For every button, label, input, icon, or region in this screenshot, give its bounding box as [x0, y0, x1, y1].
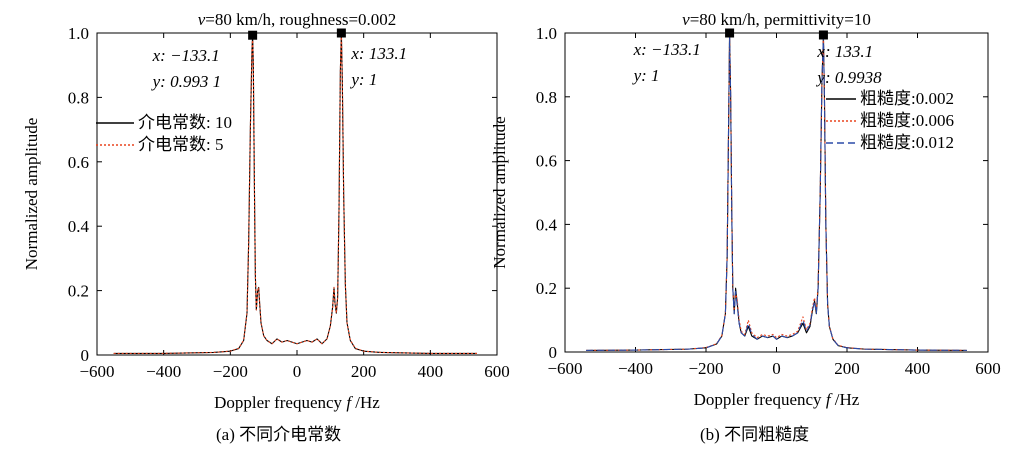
legend-label: 介电常数: 5 — [138, 135, 223, 154]
x-tick-label: 0 — [293, 362, 302, 381]
datatip-y-label: y: 0.9938 — [815, 68, 882, 87]
legend: 粗糙度:0.002 粗糙度:0.006 粗糙度:0.012 — [826, 89, 954, 152]
y-tick-label: 0.8 — [68, 88, 89, 107]
datatip-y-label: y: 1 — [349, 70, 377, 89]
y-axis-ticks: 0 0.2 0.4 0.6 0.8 1.0 — [536, 24, 988, 362]
x-tick-label: 400 — [418, 362, 444, 381]
y-tick-label: 0.6 — [536, 152, 557, 171]
x-tick-label: −400 — [146, 362, 181, 381]
datatip-x-label: x: 133.1 — [350, 44, 407, 63]
x-axis-ticks: −600 −400 −200 0 200 400 600 — [547, 33, 1001, 378]
legend: 介电常数: 10 介电常数: 5 — [96, 113, 232, 154]
legend-label: 粗糙度:0.002 — [860, 89, 954, 108]
chart-title: v=80 km/h, permittivity=10 — [682, 10, 871, 29]
y-tick-label: 0.6 — [68, 153, 89, 172]
y-tick-label: 0.4 — [68, 217, 90, 236]
x-tick-label: 0 — [772, 359, 781, 378]
datatip-y-label: y: 1 — [632, 66, 660, 85]
peak-marker — [248, 30, 258, 40]
x-tick-label: 400 — [905, 359, 931, 378]
chart-panel-a: −600 −400 −200 0 200 400 600 0 0.2 0.4 0.6 0.8 1.0 v=… — [22, 10, 510, 412]
plot-frame — [564, 32, 989, 353]
x-axis-ticks: −600 −400 −200 0 200 400 600 — [79, 33, 510, 381]
y-tick-label: 0 — [81, 346, 90, 365]
x-axis-label: Doppler frequency f /Hz — [214, 393, 380, 412]
x-tick-label: −400 — [618, 359, 653, 378]
legend-label: 粗糙度:0.006 — [860, 111, 954, 130]
y-axis-label: Normalized amplitude — [490, 116, 509, 268]
x-tick-label: −600 — [79, 362, 114, 381]
chart-panel-b: −600 −400 −200 0 200 400 600 0 0.2 0.4 0.6 0.8 1.0 v=… — [490, 10, 1001, 409]
x-tick-label: 600 — [484, 362, 510, 381]
x-tick-label: −200 — [688, 359, 723, 378]
peak-marker — [818, 30, 828, 40]
x-tick-label: 600 — [975, 359, 1001, 378]
datatip-y-label: y: 0.993 1 — [151, 72, 221, 91]
y-tick-label: 0.2 — [68, 282, 89, 301]
y-tick-label: 0.2 — [536, 279, 557, 298]
y-axis-ticks: 0 0.2 0.4 0.6 0.8 1.0 — [68, 24, 497, 365]
caption-b: (b) 不同粗糙度 — [700, 425, 810, 444]
y-tick-label: 0.4 — [536, 215, 558, 234]
y-axis-label: Normalized amplitude — [22, 118, 41, 270]
y-tick-label: 0 — [549, 343, 558, 362]
y-tick-label: 0.8 — [536, 88, 557, 107]
x-tick-label: 200 — [834, 359, 860, 378]
legend-label: 粗糙度:0.012 — [860, 133, 954, 152]
series-line-3 — [586, 35, 967, 351]
datatip-x-label: x: −133.1 — [633, 40, 701, 59]
x-axis-label: Doppler frequency f /Hz — [694, 390, 860, 409]
legend-label: 介电常数: 10 — [138, 113, 232, 132]
caption-a: (a) 不同介电常数 — [216, 425, 342, 444]
peak-marker — [725, 28, 735, 38]
datatip-x-label: x: 133.1 — [816, 42, 873, 61]
x-tick-label: −600 — [547, 359, 582, 378]
datatip-x-label: x: −133.1 — [152, 46, 220, 65]
x-tick-label: 200 — [351, 362, 377, 381]
y-tick-label: 1.0 — [536, 24, 557, 43]
x-tick-label: −200 — [213, 362, 248, 381]
y-tick-label: 1.0 — [68, 24, 89, 43]
series-line-1 — [113, 32, 477, 354]
chart-title: v=80 km/h, roughness=0.002 — [198, 10, 397, 29]
peak-marker — [336, 28, 346, 38]
